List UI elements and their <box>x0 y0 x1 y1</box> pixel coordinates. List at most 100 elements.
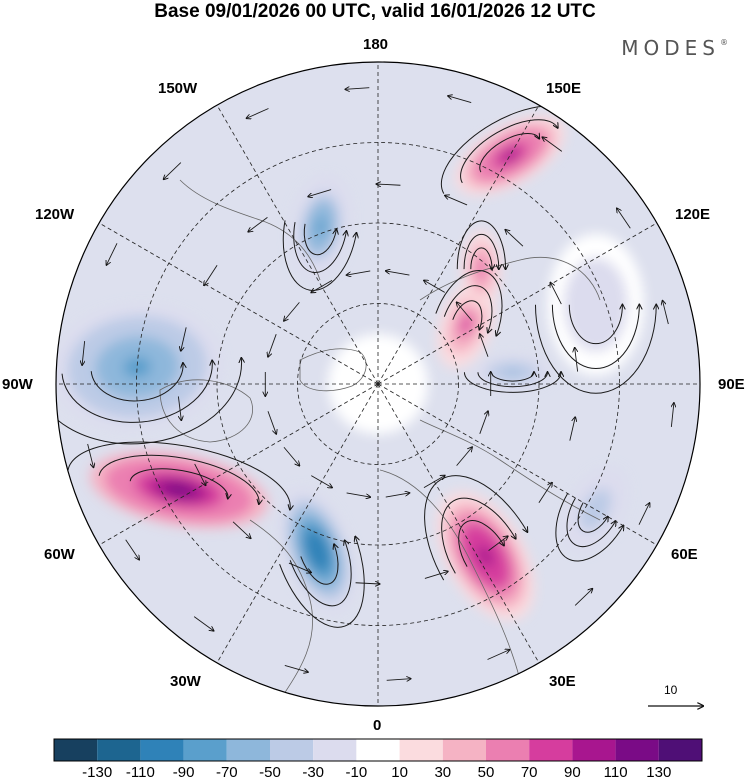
streamline <box>566 497 615 548</box>
streamline <box>303 223 336 256</box>
wind-arrow <box>268 334 277 357</box>
wind-arrow <box>480 334 489 357</box>
colorbar-swatch <box>54 739 98 761</box>
streamline <box>443 285 501 333</box>
anomaly-contour <box>461 317 471 332</box>
lon-label-60e: 60E <box>671 546 698 563</box>
colorbar-swatch <box>486 739 530 761</box>
map-boundary <box>55 61 701 707</box>
anomaly-cell <box>436 491 535 621</box>
lon-label-90e: 90E <box>718 376 745 393</box>
wind-arrow <box>445 196 468 206</box>
streamline <box>289 541 352 607</box>
colorbar-tick-label: 10 <box>391 764 408 781</box>
wind-arrow <box>193 616 213 631</box>
wind-arrow <box>164 162 182 180</box>
wind-arrow <box>488 536 508 552</box>
streamline <box>441 497 516 574</box>
wind-arrow <box>663 301 669 325</box>
meridian-line <box>98 222 379 385</box>
map-title: Base 09/01/2026 00 UTC, valid 16/01/2026… <box>154 1 596 22</box>
streamline <box>293 222 346 274</box>
streamline <box>98 454 264 504</box>
lon-label-0: 0 <box>373 717 382 734</box>
wind-arrow <box>194 463 206 485</box>
wind-arrow <box>248 216 268 231</box>
wind-arrow <box>569 417 575 441</box>
streamline <box>282 220 357 291</box>
wind-arrow <box>87 443 94 467</box>
anomaly-contour <box>478 262 485 276</box>
streamline <box>477 372 548 388</box>
colorbar-swatch <box>270 739 314 761</box>
colorbar-swatch <box>442 739 486 761</box>
streamline <box>460 119 557 184</box>
wind-arrow <box>125 539 139 560</box>
streamline <box>456 220 505 269</box>
wind-arrow <box>574 589 592 606</box>
streamline <box>534 305 656 394</box>
colorbar-swatch <box>140 739 184 761</box>
reference-vector-label: 10 <box>664 683 678 697</box>
lon-label-30e: 30E <box>549 673 576 690</box>
anomaly-contour <box>500 148 520 162</box>
streamline <box>435 270 503 336</box>
meridian-line <box>377 222 658 385</box>
wind-arrow <box>487 650 510 660</box>
colorbar-swatch <box>399 739 443 761</box>
streamline <box>56 358 248 445</box>
wind-arrow <box>247 108 269 118</box>
wind-arrow <box>376 184 401 185</box>
lon-label-90w: 90W <box>2 376 33 393</box>
colorbar-tick-label: -70 <box>215 764 238 781</box>
lon-label-150w: 150W <box>158 80 198 97</box>
graticule <box>56 62 700 706</box>
wind-arrow <box>347 270 371 275</box>
lon-label-120w: 120W <box>35 206 75 223</box>
wind-arrow <box>267 411 276 434</box>
wind-arrow <box>386 679 411 681</box>
wind-arrow <box>283 446 299 465</box>
lon-label-30w: 30W <box>170 673 201 690</box>
anomaly-cell <box>547 233 645 376</box>
colorbar-tick-label: -50 <box>259 764 281 781</box>
wind-arrow <box>505 230 524 247</box>
wind-arrow <box>385 493 410 498</box>
wind-arrow <box>82 341 85 365</box>
colorbar-tick-label: -110 <box>125 764 155 781</box>
brand-name: MODES <box>621 36 720 60</box>
streamline <box>577 502 608 533</box>
colorbar-swatch <box>615 739 659 761</box>
anomaly-contour <box>123 356 152 378</box>
wind-arrow <box>177 396 181 420</box>
wind-arrow <box>550 283 562 305</box>
wind-arrow <box>355 583 380 584</box>
coastlines <box>159 179 601 701</box>
wind-arrow <box>538 483 552 504</box>
streamline <box>279 537 365 628</box>
colorbar <box>53 738 703 762</box>
wind-arrow <box>542 137 563 152</box>
wind-arrow <box>106 243 118 265</box>
wind-arrow <box>284 302 300 320</box>
colorbar-swatch <box>226 739 270 761</box>
streamline <box>479 125 539 173</box>
streamline <box>452 300 488 329</box>
anomaly-cell <box>89 451 268 529</box>
wind-arrow <box>448 96 472 103</box>
lon-label-150e: 150E <box>546 80 582 97</box>
meridian-line <box>377 383 658 546</box>
colorbar-tick-label: -130 <box>82 764 113 781</box>
streamline <box>129 468 231 498</box>
wind-arrow <box>232 521 251 538</box>
streamline <box>568 305 622 345</box>
brand-logo: MODES® <box>621 36 728 60</box>
anomaly-contour <box>311 540 324 561</box>
anomaly-contour <box>587 292 604 317</box>
anomaly-contour <box>506 369 520 375</box>
colorbar-frame <box>53 738 703 762</box>
wind-arrow <box>457 302 473 322</box>
wind-arrow <box>617 208 631 229</box>
wind-arrow <box>479 411 488 434</box>
